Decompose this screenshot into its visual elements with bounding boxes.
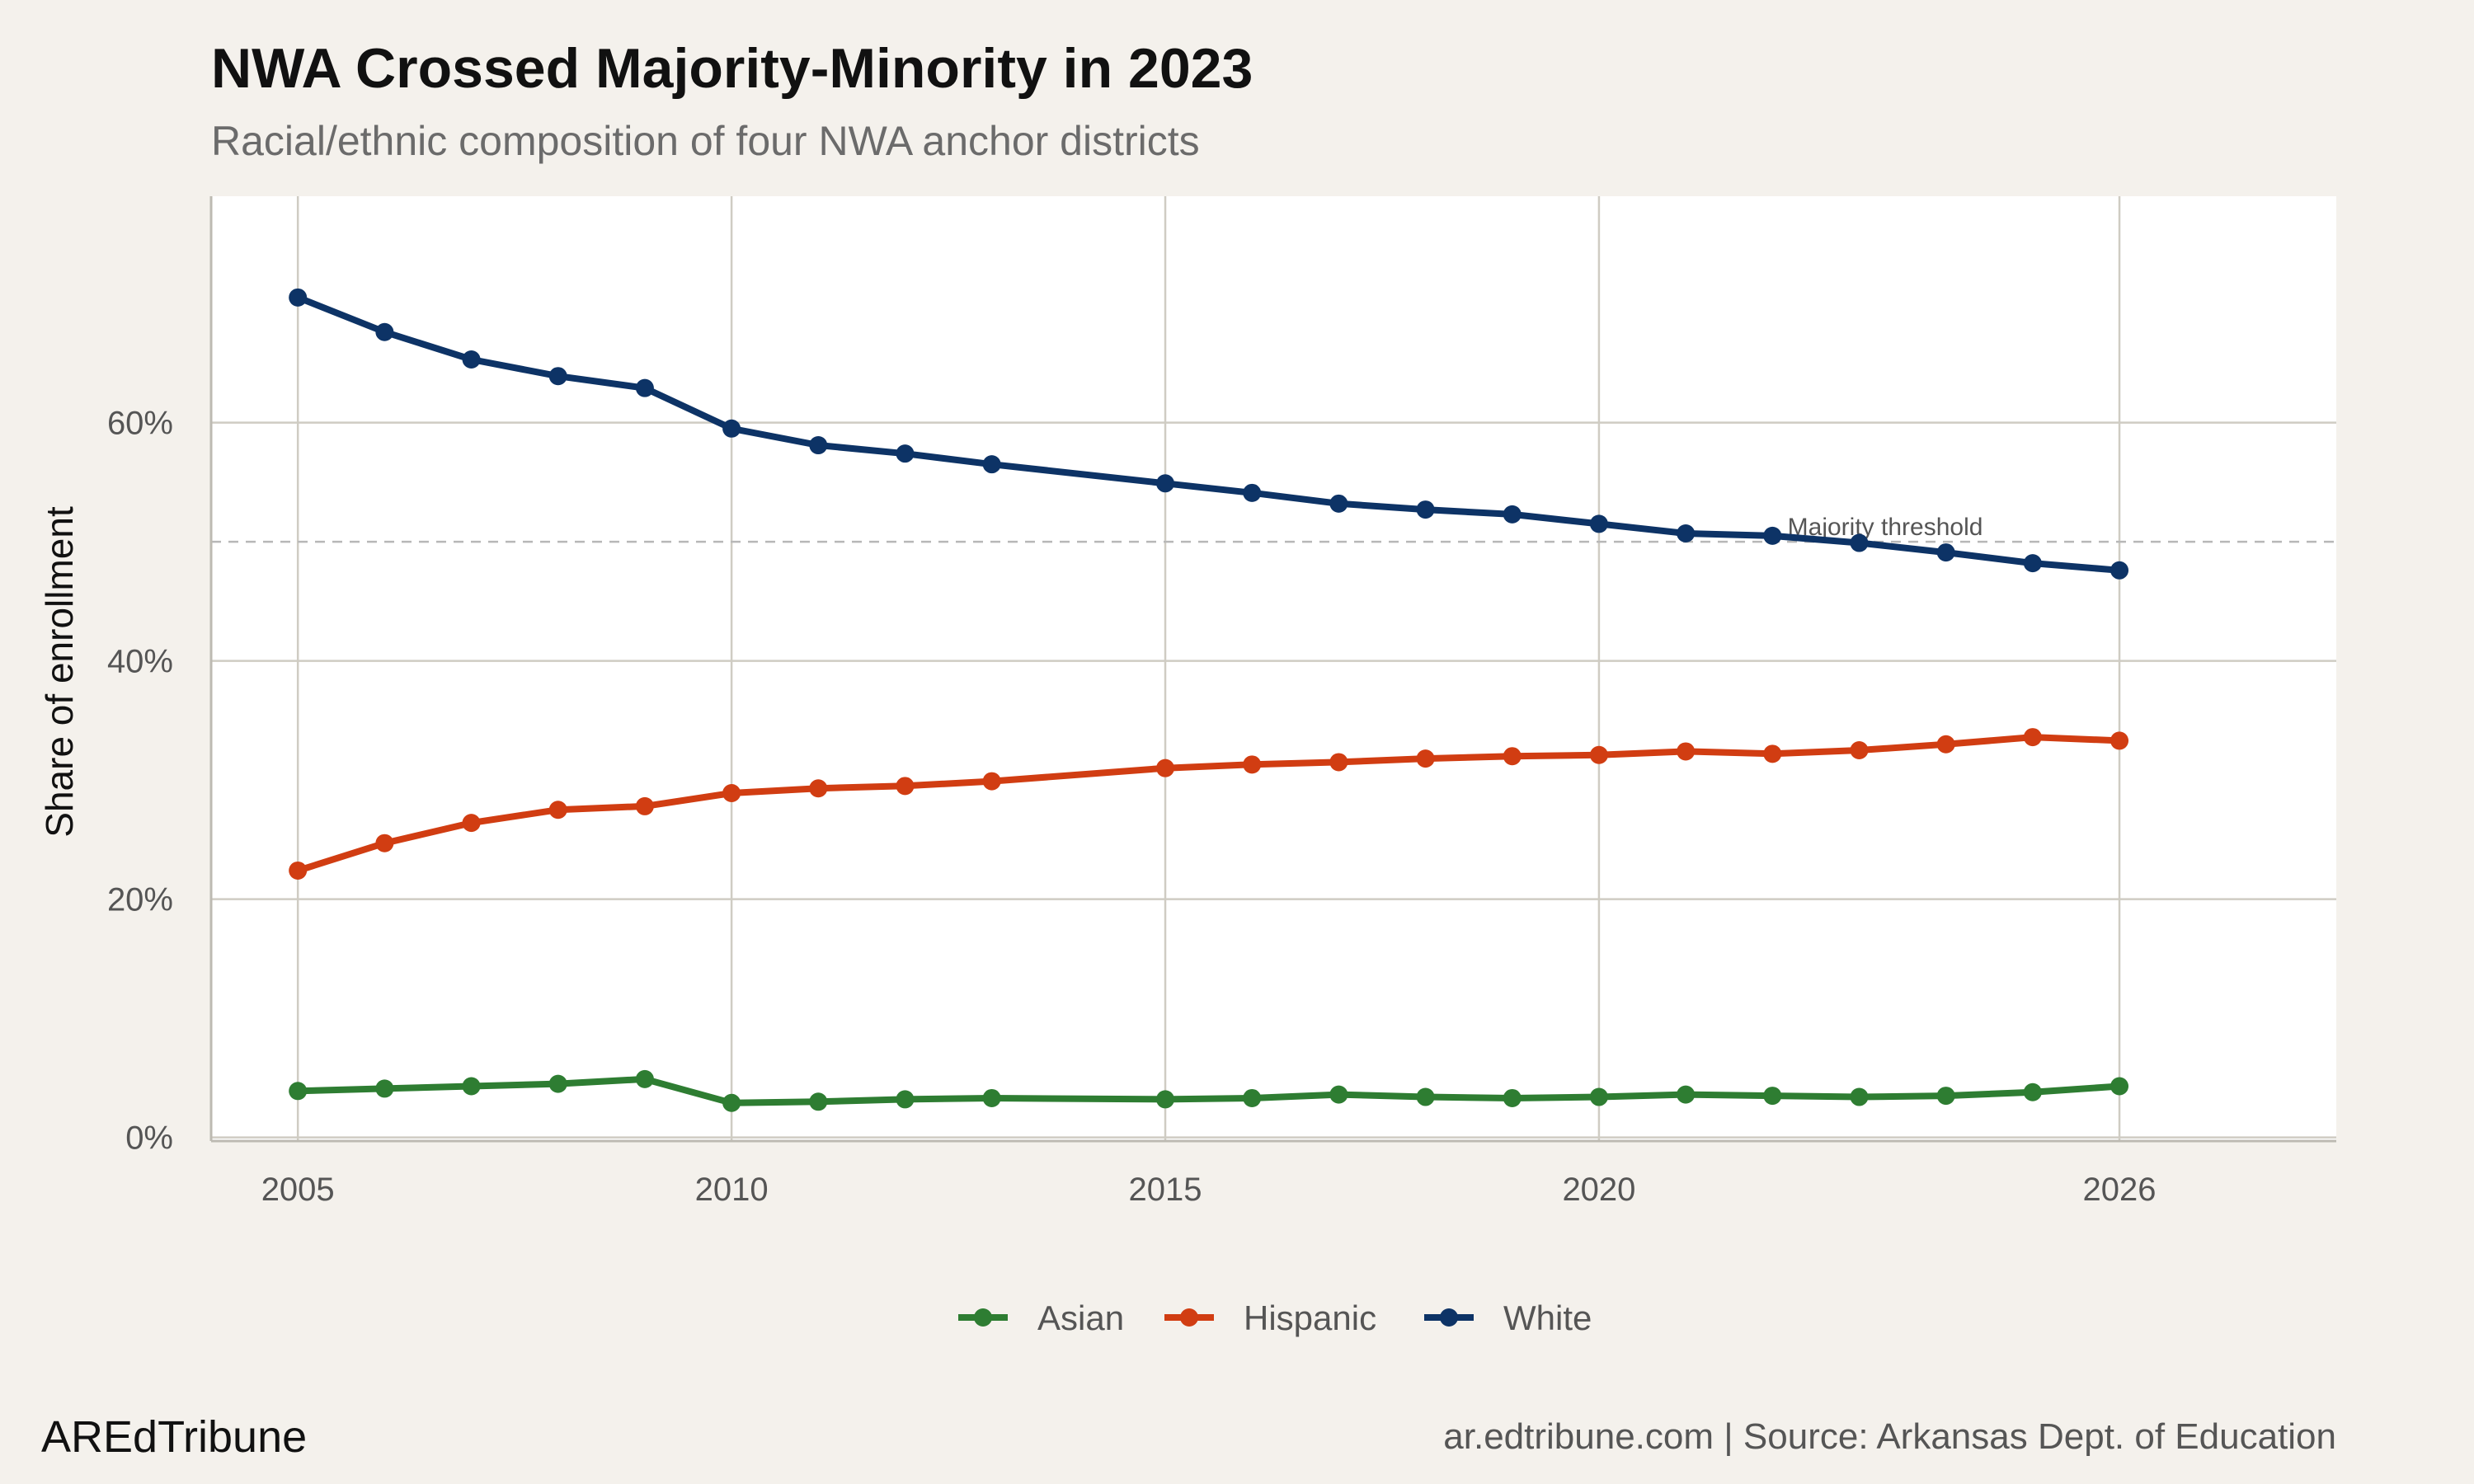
data-point-hispanic xyxy=(635,796,654,815)
data-point-white xyxy=(896,444,915,463)
data-point-hispanic xyxy=(1763,744,1782,763)
gridlines xyxy=(211,196,2336,1141)
chart-subtitle: Racial/ethnic composition of four NWA an… xyxy=(211,118,1200,164)
data-point-white xyxy=(1850,533,1869,552)
data-point-hispanic xyxy=(289,861,308,880)
legend: Asian Hispanic White xyxy=(958,1298,1592,1337)
brand-logo-text: AREdTribune xyxy=(41,1412,308,1462)
data-point-white xyxy=(375,322,394,341)
legend-swatch-point-asian xyxy=(974,1308,992,1327)
data-point-hispanic xyxy=(375,834,394,852)
data-point-asian xyxy=(2110,1077,2129,1096)
data-point-white xyxy=(1156,474,1175,493)
data-point-white xyxy=(289,288,308,307)
data-point-asian xyxy=(1763,1087,1782,1106)
y-tick-label: 20% xyxy=(107,882,173,918)
data-point-asian xyxy=(1503,1088,1522,1107)
x-tick-label: 2020 xyxy=(1562,1172,1635,1208)
data-point-hispanic xyxy=(1850,740,1869,759)
legend-label-asian: Asian xyxy=(1037,1298,1124,1337)
plot-panel xyxy=(211,196,2336,1141)
data-point-asian xyxy=(1677,1085,1696,1104)
data-point-hispanic xyxy=(1156,758,1175,777)
data-point-asian xyxy=(375,1079,394,1098)
data-point-hispanic xyxy=(462,814,481,833)
y-axis-label: Share of enrollment xyxy=(38,506,81,838)
data-point-asian xyxy=(1329,1085,1348,1104)
data-point-white xyxy=(1763,526,1782,545)
data-point-hispanic xyxy=(982,772,1001,791)
data-point-asian xyxy=(982,1088,1001,1107)
series-group xyxy=(289,288,2129,1112)
data-point-hispanic xyxy=(809,779,828,798)
data-point-white xyxy=(1589,514,1608,533)
axes: 0% 20% 40% 60% 2005 2010 2015 2020 2026 xyxy=(107,196,2336,1208)
data-point-white xyxy=(2110,561,2129,580)
y-tick-label: 40% xyxy=(107,644,173,680)
data-point-asian xyxy=(1416,1087,1435,1106)
data-point-hispanic xyxy=(722,784,741,803)
data-point-hispanic xyxy=(1329,753,1348,772)
data-point-hispanic xyxy=(1416,749,1435,768)
data-point-asian xyxy=(722,1093,741,1112)
data-point-asian xyxy=(1589,1087,1608,1106)
data-point-white xyxy=(1329,494,1348,513)
data-point-white xyxy=(462,350,481,369)
data-point-asian xyxy=(896,1090,915,1109)
data-point-asian xyxy=(289,1082,308,1101)
data-point-white xyxy=(722,419,741,438)
data-point-asian xyxy=(462,1077,481,1096)
x-tick-label: 2026 xyxy=(2083,1172,2157,1208)
majority-threshold-label: Majority threshold xyxy=(1788,514,1983,541)
legend-swatch-point-white xyxy=(1440,1308,1458,1327)
data-point-asian xyxy=(1156,1090,1175,1109)
data-point-white xyxy=(1416,500,1435,519)
x-tick-label: 2015 xyxy=(1129,1172,1202,1208)
reference-line-group: Majority threshold xyxy=(211,514,2336,543)
data-point-asian xyxy=(1243,1088,1262,1107)
data-point-hispanic xyxy=(1503,747,1522,766)
data-point-white xyxy=(635,378,654,397)
legend-label-white: White xyxy=(1503,1298,1592,1337)
data-point-hispanic xyxy=(548,801,567,819)
data-point-asian xyxy=(1936,1087,1955,1106)
data-point-hispanic xyxy=(2023,728,2042,747)
data-point-white xyxy=(809,436,828,455)
data-point-white xyxy=(982,455,1001,474)
chart-title: NWA Crossed Majority-Minority in 2023 xyxy=(211,37,1253,100)
data-point-hispanic xyxy=(896,777,915,796)
source-credit: ar.edtribune.com | Source: Arkansas Dept… xyxy=(1443,1416,2336,1457)
data-point-asian xyxy=(1850,1087,1869,1106)
y-tick-label: 0% xyxy=(125,1120,173,1157)
data-point-asian xyxy=(548,1074,567,1093)
data-point-white xyxy=(1243,483,1262,502)
legend-swatch-point-hispanic xyxy=(1180,1308,1198,1327)
data-point-hispanic xyxy=(1243,755,1262,774)
data-point-hispanic xyxy=(1677,742,1696,761)
data-point-asian xyxy=(809,1092,828,1111)
data-point-white xyxy=(1677,524,1696,542)
data-point-white xyxy=(2023,554,2042,573)
data-point-white xyxy=(1503,505,1522,524)
data-point-white xyxy=(1936,543,1955,562)
legend-label-hispanic: Hispanic xyxy=(1244,1298,1376,1337)
data-point-hispanic xyxy=(1589,745,1608,764)
x-tick-label: 2010 xyxy=(695,1172,769,1208)
data-point-asian xyxy=(635,1069,654,1088)
data-point-hispanic xyxy=(1936,735,1955,754)
data-point-white xyxy=(548,367,567,386)
data-point-asian xyxy=(2023,1082,2042,1101)
data-point-hispanic xyxy=(2110,731,2129,750)
y-tick-label: 60% xyxy=(107,406,173,442)
x-tick-label: 2005 xyxy=(261,1172,335,1208)
